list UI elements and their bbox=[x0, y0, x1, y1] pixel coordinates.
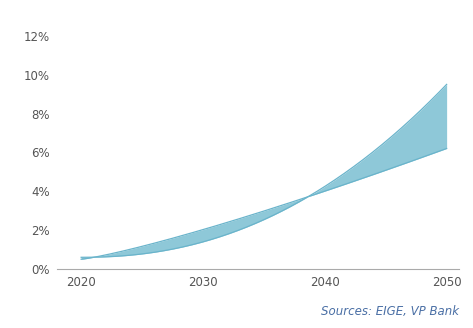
Text: Sources: EIGE, VP Bank: Sources: EIGE, VP Bank bbox=[321, 305, 459, 318]
